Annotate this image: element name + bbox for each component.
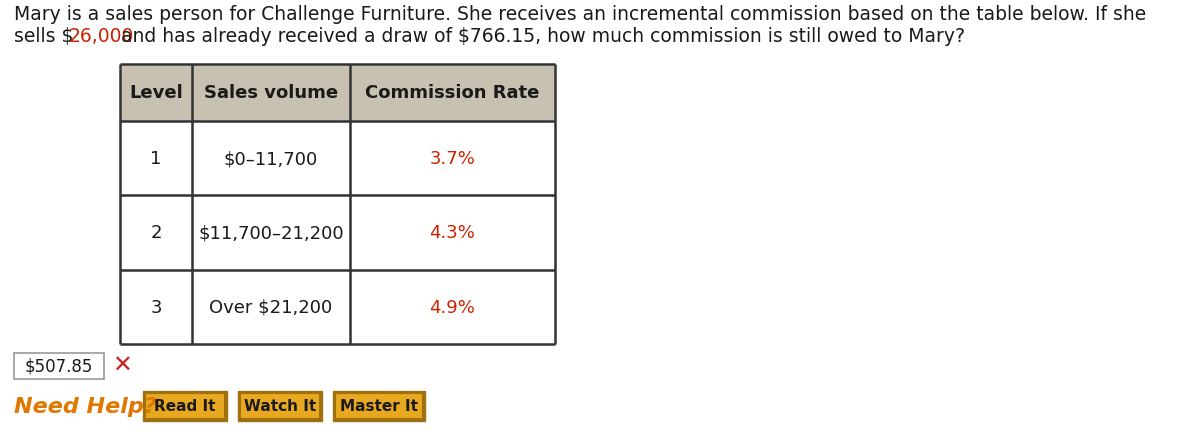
- Text: Level: Level: [130, 84, 182, 102]
- Text: 4.3%: 4.3%: [430, 224, 475, 242]
- Bar: [145, 393, 226, 419]
- Text: 4.9%: 4.9%: [430, 298, 475, 316]
- Text: 3: 3: [150, 298, 162, 316]
- Text: Commission Rate: Commission Rate: [365, 84, 540, 102]
- Text: 26,000: 26,000: [68, 27, 134, 46]
- Text: Watch It: Watch It: [244, 398, 316, 414]
- Text: $507.85: $507.85: [25, 357, 94, 375]
- Bar: [120, 65, 554, 122]
- Bar: [240, 393, 320, 419]
- Text: Master It: Master It: [340, 398, 418, 414]
- Bar: [143, 391, 227, 421]
- Bar: [14, 353, 104, 379]
- Text: Need Help?: Need Help?: [14, 396, 157, 416]
- Text: ✕: ✕: [112, 353, 132, 377]
- Text: 3.7%: 3.7%: [430, 150, 475, 168]
- Bar: [335, 393, 424, 419]
- Text: and has already received a draw of $766.15, how much commission is still owed to: and has already received a draw of $766.…: [115, 27, 965, 46]
- Text: $0–11,700: $0–11,700: [224, 150, 318, 168]
- Text: Sales volume: Sales volume: [204, 84, 338, 102]
- Text: Over $21,200: Over $21,200: [209, 298, 332, 316]
- Text: Mary is a sales person for Challenge Furniture. She receives an incremental comm: Mary is a sales person for Challenge Fur…: [14, 5, 1146, 24]
- Text: sells $: sells $: [14, 27, 73, 46]
- Text: 2: 2: [150, 224, 162, 242]
- Bar: [238, 391, 322, 421]
- Text: $11,700–21,200: $11,700–21,200: [198, 224, 344, 242]
- Bar: [334, 391, 425, 421]
- Text: 1: 1: [150, 150, 162, 168]
- Text: Read It: Read It: [155, 398, 216, 414]
